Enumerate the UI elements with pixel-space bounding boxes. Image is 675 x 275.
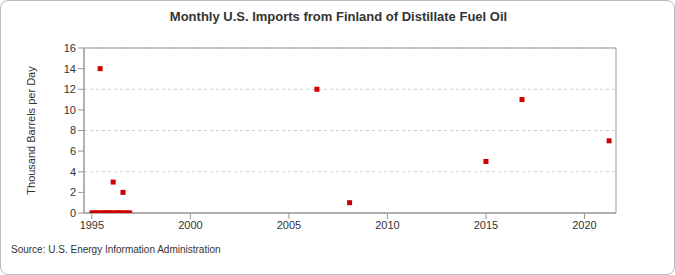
svg-text:8: 8 (70, 124, 76, 136)
svg-text:2015: 2015 (474, 219, 498, 231)
svg-text:6: 6 (70, 145, 76, 157)
svg-text:14: 14 (64, 63, 76, 75)
svg-text:Thousand Barrels per Day: Thousand Barrels per Day (25, 66, 37, 195)
svg-text:2000: 2000 (178, 219, 202, 231)
html-text:Source: U.S. Energy Informatio: Source: U.S. Energy Information Administ… (11, 244, 221, 255)
svg-text:1995: 1995 (80, 219, 104, 231)
svg-text:12: 12 (64, 83, 76, 95)
svg-text:10: 10 (64, 104, 76, 116)
svg-text:16: 16 (64, 42, 76, 54)
svg-text:2005: 2005 (277, 219, 301, 231)
svg-text:2: 2 (70, 186, 76, 198)
svg-text:2010: 2010 (375, 219, 399, 231)
svg-text:2020: 2020 (572, 219, 596, 231)
html-text:Monthly U.S. Imports from Finl: Monthly U.S. Imports from Finland of Dis… (169, 9, 508, 24)
svg-text:0: 0 (70, 207, 76, 219)
svg-text:4: 4 (70, 166, 76, 178)
